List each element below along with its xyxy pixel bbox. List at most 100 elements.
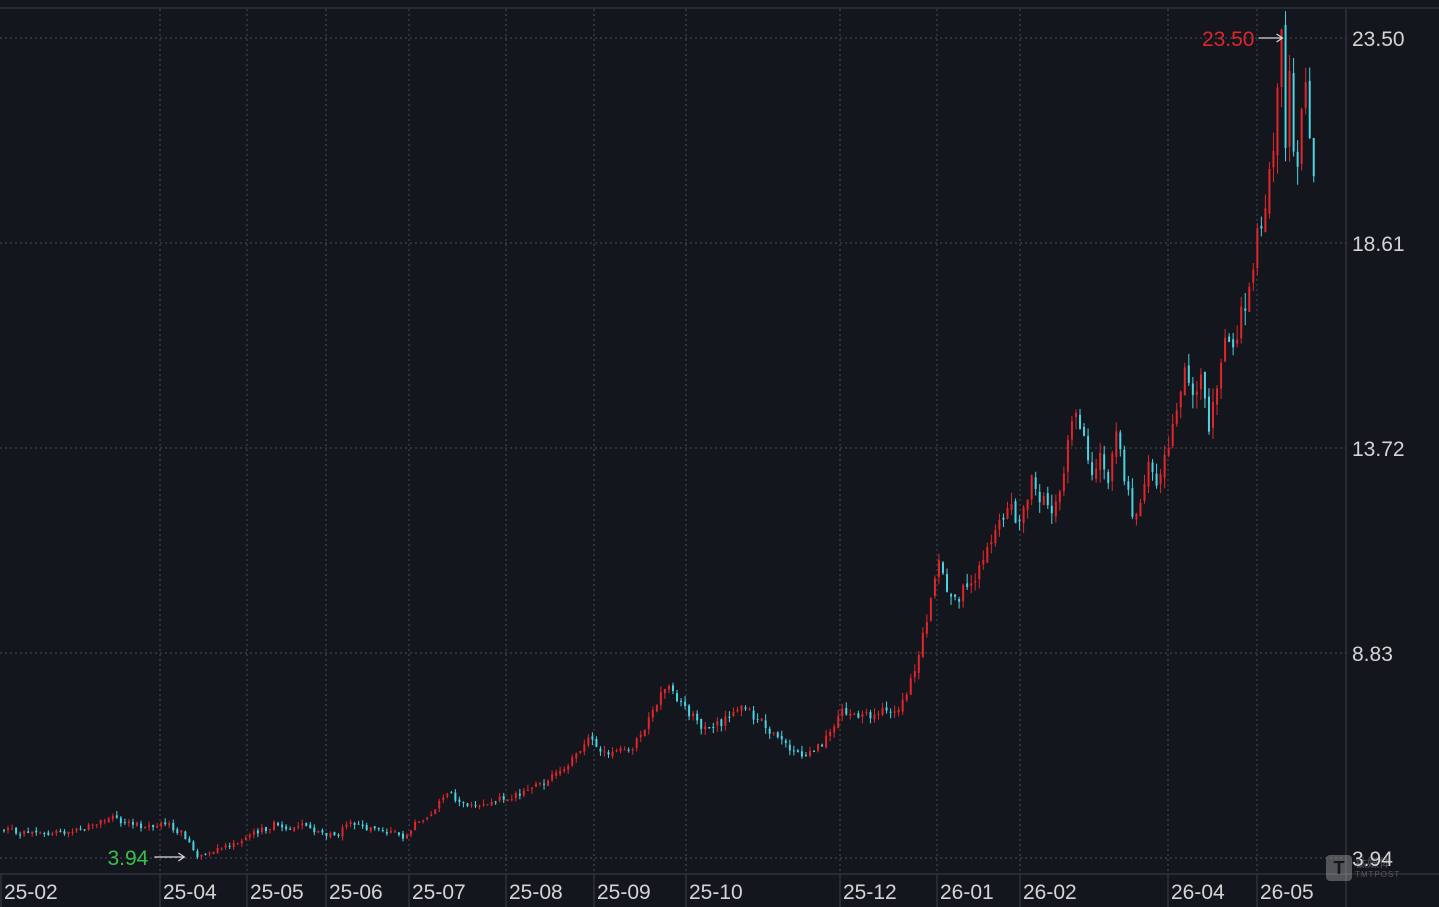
candle [35, 827, 38, 836]
candle [442, 794, 445, 804]
candle [1054, 494, 1057, 523]
candle [256, 828, 259, 838]
candle [281, 821, 284, 832]
candle [317, 830, 320, 834]
candle [950, 592, 953, 605]
candle [889, 708, 892, 719]
candle [865, 708, 868, 716]
candle [684, 696, 687, 710]
candle [837, 709, 840, 729]
candle [212, 851, 215, 855]
candle [180, 829, 183, 837]
candle [1175, 402, 1178, 427]
candle [1256, 223, 1259, 276]
candle [534, 781, 537, 788]
candle [623, 746, 626, 751]
candle [1151, 459, 1154, 481]
candle [406, 833, 408, 840]
candle [123, 818, 126, 825]
candle [1038, 484, 1041, 513]
candle [567, 763, 570, 774]
candle [913, 664, 916, 683]
x-tick-label: 25-08 [509, 881, 563, 904]
candle [313, 824, 316, 836]
candle [659, 686, 662, 710]
candle [804, 752, 807, 757]
candle [555, 769, 558, 779]
candle [551, 770, 554, 783]
tmtpost-watermark-logo: T 钛媒体 TMTPOST [1326, 853, 1406, 883]
candle [1248, 282, 1251, 312]
candle [220, 847, 223, 851]
y-tick-label: 18.61 [1352, 233, 1405, 256]
candle [422, 819, 425, 824]
candle [273, 820, 276, 831]
candle [208, 851, 211, 857]
candle [736, 706, 739, 713]
candle [268, 828, 271, 834]
candle [921, 627, 924, 659]
candle [526, 784, 529, 792]
candle [1280, 28, 1283, 108]
candle [450, 790, 453, 794]
candle [559, 766, 562, 777]
candle [1220, 358, 1223, 399]
candle [1010, 492, 1013, 515]
candle [575, 752, 578, 763]
candle [172, 819, 175, 833]
candle [1212, 388, 1214, 439]
candle [414, 819, 417, 831]
candle [1216, 385, 1219, 416]
candle [434, 808, 437, 815]
candle [103, 818, 106, 825]
candle [490, 798, 493, 807]
candle [1159, 468, 1162, 493]
candle [732, 707, 735, 717]
candle [627, 747, 630, 753]
candle [954, 594, 957, 601]
candle [127, 818, 130, 827]
candle [309, 821, 312, 829]
candle [1163, 445, 1166, 489]
candle [341, 824, 344, 841]
candle [95, 824, 98, 829]
candle [156, 823, 159, 829]
candle [595, 736, 598, 748]
candle [482, 799, 485, 807]
candle [39, 831, 42, 835]
candle [748, 707, 751, 711]
candle [305, 822, 308, 827]
candle [587, 734, 590, 748]
candle [1099, 442, 1102, 483]
candle [1179, 390, 1182, 419]
high-price-label: 23.50 [1202, 28, 1255, 51]
candle [1183, 362, 1186, 396]
candle [813, 749, 816, 753]
candle [740, 705, 743, 717]
candle [647, 712, 650, 735]
candle [982, 550, 985, 570]
candle [1042, 492, 1045, 506]
candle [244, 835, 247, 841]
candle [293, 826, 296, 833]
x-axis: 25-02 25-04 25-05 25-06 25-07 25-08 25-09 25-10… [0, 874, 1314, 907]
candle [1079, 408, 1082, 430]
candle [1296, 140, 1299, 185]
candle [458, 796, 461, 807]
candle [1050, 494, 1053, 524]
candle [655, 704, 658, 713]
candle [692, 710, 695, 721]
candle [1006, 501, 1009, 520]
candle [619, 745, 622, 754]
candle [760, 718, 763, 722]
candle [599, 746, 602, 756]
candle [849, 709, 852, 720]
candle [454, 789, 457, 803]
candle [264, 826, 267, 834]
candle [111, 813, 114, 822]
candle [11, 824, 14, 830]
candle [389, 826, 392, 834]
y-tick-label: 23.50 [1352, 28, 1405, 51]
low-price-label: 3.94 [107, 847, 148, 870]
candle [1224, 329, 1227, 363]
